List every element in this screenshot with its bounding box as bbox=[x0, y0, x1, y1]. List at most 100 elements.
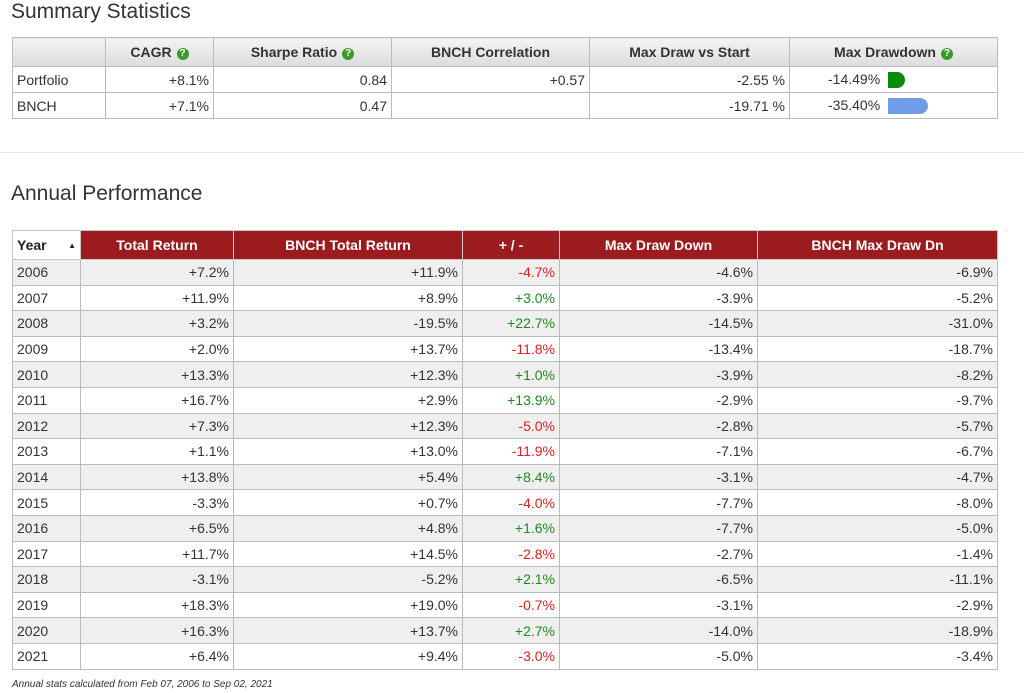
cell: -3.9% bbox=[559, 361, 758, 388]
header-text: Max Drawdown bbox=[834, 44, 936, 60]
cell: +13.7% bbox=[233, 335, 463, 363]
cell: +12.3% bbox=[233, 412, 463, 440]
cell: +13.3% bbox=[80, 361, 234, 388]
cell: 2018 bbox=[12, 566, 81, 593]
cell: -8.0% bbox=[757, 489, 998, 516]
cell-text: 0.84 bbox=[359, 71, 387, 88]
annual-row: 2010 +13.3% +12.3% +1.0% -3.9% -8.2% bbox=[12, 361, 998, 388]
annual-row: 2006 +7.2% +11.9% -4.7% -4.6% -6.9% bbox=[12, 259, 998, 286]
summary-header: CAGR? Sharpe Ratio? BNCH Correlation Max Dr… bbox=[12, 37, 998, 67]
cell: -0.7% bbox=[462, 591, 560, 619]
cell: -8.2% bbox=[757, 361, 998, 388]
cell: +2.9% bbox=[233, 386, 463, 414]
cell: 2019 bbox=[12, 591, 81, 619]
cell: -14.0% bbox=[559, 617, 758, 644]
cell: -13.4% bbox=[559, 335, 758, 363]
cell: -2.8% bbox=[462, 540, 560, 568]
cell-text: Portfolio bbox=[17, 71, 69, 88]
annual-row: 2009 +2.0% +13.7% -11.8% -13.4% -18.7% bbox=[12, 335, 998, 363]
cell bbox=[391, 92, 590, 119]
cell: +12.3% bbox=[233, 361, 463, 388]
header-text: BNCH Correlation bbox=[430, 44, 550, 60]
header-cell: Sharpe Ratio? bbox=[213, 37, 392, 67]
cell: -5.0% bbox=[462, 412, 560, 440]
cell: 2011 bbox=[12, 386, 81, 414]
cell: -3.9% bbox=[559, 284, 758, 312]
cell-text: +8.1% bbox=[168, 71, 209, 88]
header-cell: + / - bbox=[462, 230, 560, 260]
cell: -35.40% bbox=[789, 92, 998, 119]
cell: -14.5% bbox=[559, 310, 758, 337]
annual-row: 2018 -3.1% -5.2% +2.1% -6.5% -11.1% bbox=[12, 566, 998, 593]
header-cell: BNCH Total Return bbox=[233, 230, 463, 260]
cell: 2006 bbox=[12, 259, 81, 286]
cell: -11.1% bbox=[757, 566, 998, 593]
annual-row: 2017 +11.7% +14.5% -2.8% -2.7% -1.4% bbox=[12, 540, 998, 568]
help-icon[interactable]: ? bbox=[342, 48, 355, 60]
sort-arrow[interactable]: ▲ bbox=[68, 241, 76, 250]
cell: -4.7% bbox=[757, 463, 998, 491]
summary-title: Summary Statistics bbox=[11, 0, 191, 23]
cell: -5.0% bbox=[559, 642, 758, 670]
cell: -2.8% bbox=[559, 412, 758, 440]
cell: +13.9% bbox=[462, 386, 560, 414]
header-cell[interactable]: Year ▲ bbox=[12, 230, 81, 260]
cell: -7.7% bbox=[559, 489, 758, 516]
annual-table: Year ▲ Total Return BNCH Total Return + / - M… bbox=[12, 230, 998, 670]
help-icon[interactable]: ? bbox=[176, 48, 189, 60]
header-text: Year bbox=[17, 237, 47, 253]
cell: -5.0% bbox=[757, 514, 998, 542]
annual-row: 2020 +16.3% +13.7% +2.7% -14.0% -18.9% bbox=[12, 617, 998, 644]
cell: -2.9% bbox=[757, 591, 998, 619]
cell: 2017 bbox=[12, 540, 81, 568]
cell: +1.6% bbox=[462, 514, 560, 542]
header-cell: Max Draw vs Start bbox=[589, 37, 790, 67]
annual-row: 2016 +6.5% +4.8% +1.6% -7.7% -5.0% bbox=[12, 514, 998, 542]
cell: 2013 bbox=[12, 438, 81, 465]
cell: -11.9% bbox=[462, 438, 560, 465]
cell: +8.9% bbox=[233, 284, 463, 312]
cell: -2.9% bbox=[559, 386, 758, 414]
cell: 2007 bbox=[12, 284, 81, 312]
cell: -2.7% bbox=[559, 540, 758, 568]
cell: +1.1% bbox=[80, 438, 234, 465]
header-cell bbox=[12, 37, 106, 67]
drawdown-bar bbox=[888, 72, 905, 89]
help-icon[interactable]: ? bbox=[940, 48, 953, 60]
cell: +8.1% bbox=[105, 66, 214, 93]
annual-row: 2014 +13.8% +5.4% +8.4% -3.1% -4.7% bbox=[12, 463, 998, 491]
cell: +22.7% bbox=[462, 310, 560, 337]
cell: 0.84 bbox=[213, 66, 392, 93]
header-cell: CAGR? bbox=[105, 37, 214, 67]
annual-title: Annual Performance bbox=[11, 182, 203, 205]
cell: +1.0% bbox=[462, 361, 560, 388]
cell: 2014 bbox=[12, 463, 81, 491]
cell-text: BNCH bbox=[17, 97, 57, 114]
header-cell: Total Return bbox=[80, 230, 234, 260]
cell: 2008 bbox=[12, 310, 81, 337]
cell: 2009 bbox=[12, 335, 81, 363]
header-cell: BNCH Correlation bbox=[391, 37, 590, 67]
cell: -3.1% bbox=[80, 566, 234, 593]
cell: +4.8% bbox=[233, 514, 463, 542]
cell: +0.7% bbox=[233, 489, 463, 516]
annual-row: 2013 +1.1% +13.0% -11.9% -7.1% -6.7% bbox=[12, 438, 998, 465]
cell: -5.7% bbox=[757, 412, 998, 440]
cell: BNCH bbox=[12, 92, 106, 119]
cell: -4.0% bbox=[462, 489, 560, 516]
cell: +2.0% bbox=[80, 335, 234, 363]
cell: -18.9% bbox=[757, 617, 998, 644]
cell: +0.57 bbox=[391, 66, 590, 93]
summary-table: CAGR? Sharpe Ratio? BNCH Correlation Max Dr… bbox=[12, 37, 998, 119]
cell-text: -19.71 % bbox=[728, 97, 785, 114]
cell: -6.5% bbox=[559, 566, 758, 593]
cell: +18.3% bbox=[80, 591, 234, 619]
cell: +14.5% bbox=[233, 540, 463, 568]
header-cell: BNCH Max Draw Dn bbox=[757, 230, 998, 260]
cell: +11.7% bbox=[80, 540, 234, 568]
cell-text: -14.49% bbox=[828, 70, 881, 87]
cell: -3.4% bbox=[757, 642, 998, 670]
header-cell: Max Drawdown? bbox=[789, 37, 998, 67]
cell: -3.1% bbox=[559, 463, 758, 491]
cell: 2016 bbox=[12, 514, 81, 542]
